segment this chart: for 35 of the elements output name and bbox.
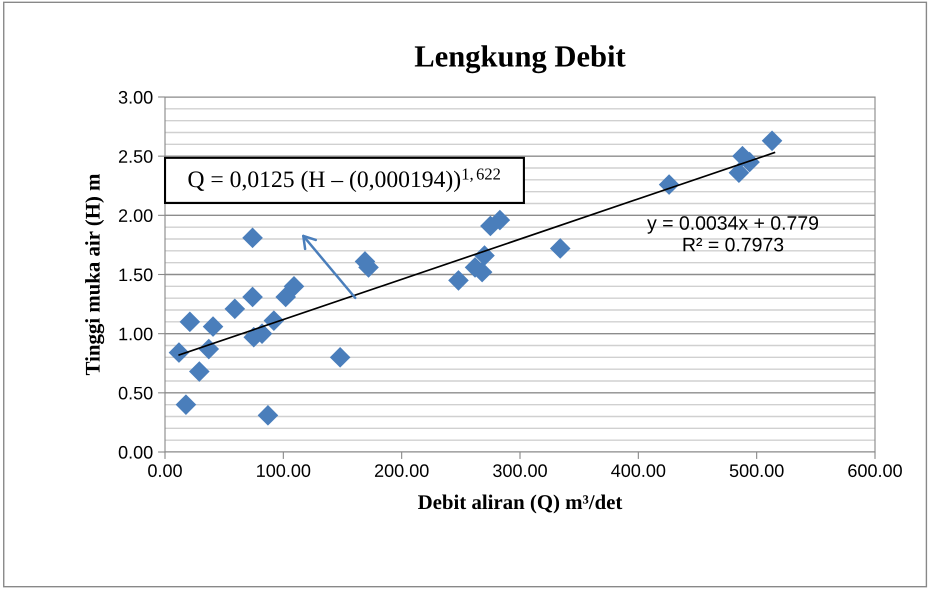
point bbox=[242, 286, 263, 308]
point bbox=[180, 312, 200, 332]
y-tick-label: 2.50 bbox=[118, 150, 152, 163]
x-tick-label: 400.00 bbox=[611, 464, 666, 478]
x-tick-label: 600.00 bbox=[848, 464, 902, 478]
y-tick-label: 1.50 bbox=[119, 268, 152, 282]
annotation: y = 0.0034x + 0.779 R² = 0.7973 bbox=[647, 216, 818, 252]
x-tick-label: 200.00 bbox=[374, 464, 429, 478]
point bbox=[224, 298, 246, 320]
chart-title: Lengkung Debit bbox=[414, 45, 626, 74]
y-tick-label: 1.00 bbox=[119, 328, 152, 340]
point bbox=[168, 342, 190, 363]
point bbox=[176, 394, 196, 415]
y-tick-label: 3.00 bbox=[118, 90, 152, 104]
point bbox=[284, 276, 304, 297]
point bbox=[728, 162, 750, 184]
x-tick-label: 500.00 bbox=[730, 464, 784, 478]
point bbox=[258, 405, 278, 426]
x-axis-title: Debit aliran (Q) m³/det bbox=[418, 494, 622, 514]
point bbox=[242, 228, 263, 248]
x-tick-label: 300.00 bbox=[493, 464, 547, 478]
point bbox=[550, 238, 571, 259]
point bbox=[762, 130, 782, 152]
x-tick-label: 100.00 bbox=[257, 464, 310, 478]
point bbox=[275, 286, 296, 308]
annotation: Q = 0,0125 (H – (0,000194))$^{1,622}$ bbox=[188, 168, 500, 192]
point bbox=[330, 347, 350, 368]
point bbox=[189, 361, 210, 382]
y-tick-label: 2.00 bbox=[118, 209, 152, 222]
y-tick-label: 0.00 bbox=[118, 446, 152, 459]
x-tick-label: 0.00 bbox=[148, 464, 182, 478]
point bbox=[202, 316, 224, 337]
y-tick-label: 0.50 bbox=[118, 386, 152, 400]
point bbox=[448, 270, 469, 291]
y-axis-title: Tinggi muka air (H) m bbox=[85, 174, 104, 376]
